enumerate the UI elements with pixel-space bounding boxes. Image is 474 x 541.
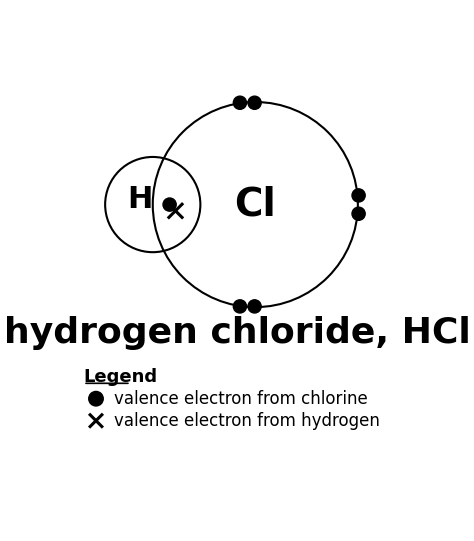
Circle shape <box>248 300 261 313</box>
Circle shape <box>352 207 365 220</box>
Circle shape <box>248 96 261 109</box>
Circle shape <box>163 198 176 211</box>
Text: hydrogen chloride, HCl: hydrogen chloride, HCl <box>4 316 470 350</box>
Circle shape <box>233 96 246 109</box>
Circle shape <box>352 189 365 202</box>
Text: Legend: Legend <box>83 368 157 386</box>
Text: valence electron from hydrogen: valence electron from hydrogen <box>114 412 380 430</box>
Circle shape <box>233 300 246 313</box>
Text: Cl: Cl <box>235 186 276 223</box>
Text: H: H <box>127 184 153 214</box>
Text: valence electron from chlorine: valence electron from chlorine <box>114 390 368 408</box>
Circle shape <box>89 392 103 406</box>
